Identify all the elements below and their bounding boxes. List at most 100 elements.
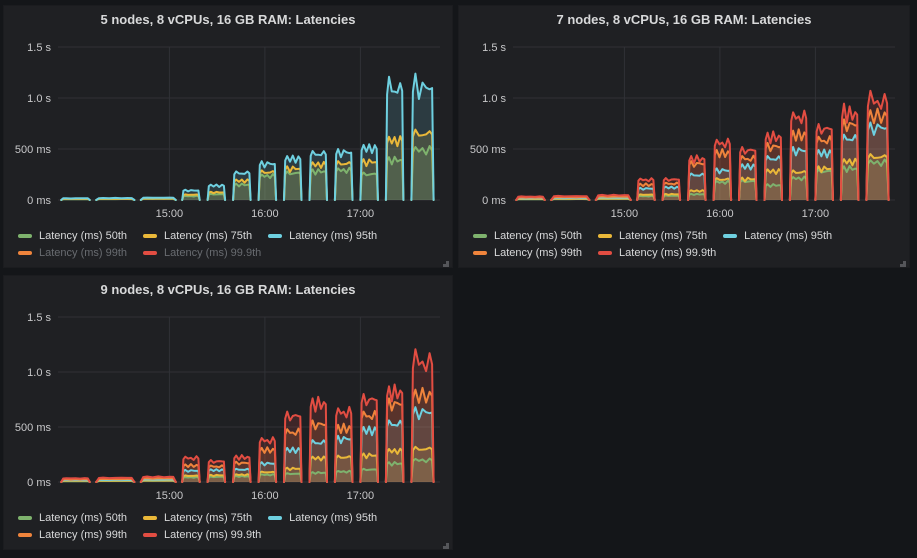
legend-item[interactable]: Latency (ms) 99.9th: [598, 247, 716, 259]
series-line: [384, 135, 405, 201]
panel-title[interactable]: 5 nodes, 8 vCPUs, 16 GB RAM: Latencies: [100, 12, 356, 27]
legend-item[interactable]: Latency (ms) 95th: [268, 512, 377, 524]
legend-item[interactable]: Latency (ms) 75th: [143, 230, 252, 242]
series-line: [139, 477, 177, 483]
series-line: [359, 393, 379, 483]
series-area: [815, 166, 833, 200]
series-line: [359, 467, 379, 483]
panel-title[interactable]: 7 nodes, 8 vCPUs, 16 GB RAM: Latencies: [556, 12, 812, 27]
series-area: [385, 420, 404, 482]
series-area: [840, 103, 859, 200]
series-area: [334, 455, 353, 482]
legend-item[interactable]: Latency (ms) 99th: [18, 247, 127, 259]
x-tick-label: 15:00: [156, 208, 184, 220]
legend-row: Latency (ms) 99th Latency (ms) 99.9th: [18, 526, 452, 543]
legend-label: Latency (ms) 99th: [39, 528, 128, 541]
series-area: [309, 169, 327, 200]
series-line: [384, 383, 405, 483]
series-line: [359, 143, 379, 201]
series-line: [410, 386, 435, 483]
series-area: [739, 180, 757, 200]
series-line: [333, 454, 354, 483]
series-area: [309, 396, 327, 482]
series-area: [284, 473, 302, 482]
series-area: [258, 170, 277, 200]
legend-item[interactable]: Latency (ms) 99.9th: [143, 529, 261, 541]
series-line: [181, 474, 201, 483]
series-area: [284, 171, 302, 200]
series-area: [309, 420, 327, 482]
legend-item[interactable]: Latency (ms) 50th: [18, 512, 127, 524]
y-tick-label: 1.5 s: [27, 42, 51, 54]
series-line: [410, 445, 435, 483]
series-area: [866, 90, 889, 200]
legend-item[interactable]: Latency (ms) 99th: [473, 247, 582, 259]
legend-item[interactable]: Latency (ms) 99th: [18, 529, 127, 541]
series-line: [865, 89, 890, 201]
legend-label: Latency (ms) 99th: [494, 246, 583, 259]
series-area: [411, 407, 434, 482]
series-line: [232, 473, 252, 483]
series-line: [359, 452, 379, 483]
resize-handle-icon[interactable]: [897, 255, 907, 267]
series-line: [359, 171, 379, 201]
legend-item[interactable]: Latency (ms) 99.9th: [143, 247, 261, 259]
series-area: [713, 178, 732, 200]
panel-latencies-5-nodes: 5 nodes, 8 vCPUs, 16 GB RAM: Latencies 0…: [4, 6, 452, 267]
legend-color-swatch: [473, 233, 487, 238]
y-tick-label: 1.0 s: [482, 93, 506, 105]
x-tick-label: 17:00: [347, 208, 375, 220]
latency-chart-7-nodes[interactable]: 0 ms 500 ms 1.0 s 1.5 s 15:00 16:00 17:00: [467, 34, 899, 224]
legend-label: Latency (ms) 95th: [744, 229, 833, 242]
legend-label: Latency (ms) 50th: [39, 229, 128, 242]
legend-item[interactable]: Latency (ms) 50th: [18, 230, 127, 242]
legend-item[interactable]: Latency (ms) 75th: [143, 512, 252, 524]
series-line: [763, 183, 783, 201]
series-area: [764, 131, 782, 200]
series-line: [139, 196, 177, 201]
series-line: [206, 183, 227, 201]
y-tick-label: 500 ms: [15, 422, 52, 434]
series-line: [687, 189, 707, 201]
legend: Latency (ms) 50th Latency (ms) 75th Latenc…: [4, 506, 452, 543]
legend-item[interactable]: Latency (ms) 75th: [598, 230, 707, 242]
resize-handle-icon[interactable]: [440, 537, 450, 549]
series-area: [385, 156, 404, 200]
legend-item[interactable]: Latency (ms) 95th: [268, 230, 377, 242]
series-line: [384, 461, 405, 483]
series-area: [385, 448, 404, 482]
series-line: [283, 466, 303, 483]
series-area: [385, 136, 404, 200]
legend-item[interactable]: Latency (ms) 50th: [473, 230, 582, 242]
series-line: [257, 470, 278, 483]
panel-title[interactable]: 9 nodes, 8 vCPUs, 16 GB RAM: Latencies: [100, 282, 356, 297]
latency-chart-9-nodes[interactable]: 0 ms 500 ms 1.0 s 1.5 s 15:00 16:00 17:00: [12, 304, 444, 506]
series-line: [687, 154, 707, 201]
x-tick-label: 17:00: [802, 208, 830, 220]
series-area: [360, 144, 378, 200]
series-area: [233, 171, 251, 200]
series-line: [594, 195, 632, 201]
x-tick-label: 16:00: [251, 208, 279, 220]
latency-chart-5-nodes[interactable]: 0 ms 500 ms 1.0 s 1.5 s 15:00 16:00 17:00: [12, 34, 444, 224]
legend-color-swatch: [143, 532, 158, 537]
series-area: [789, 110, 808, 200]
series-line: [788, 109, 809, 201]
series-area: [764, 184, 782, 200]
series-line: [636, 193, 656, 201]
resize-handle-icon[interactable]: [440, 255, 450, 267]
series-line: [738, 146, 758, 201]
series-area: [411, 73, 434, 200]
series-area: [789, 176, 808, 200]
y-tick-label: 0 ms: [27, 195, 51, 207]
series-line: [712, 167, 733, 201]
x-tick-label: 16:00: [251, 490, 279, 502]
legend-row: Latency (ms) 99th Latency (ms) 99.9th: [473, 244, 909, 261]
series-line: [206, 459, 227, 483]
series-area: [284, 166, 302, 200]
series-area: [334, 149, 353, 200]
legend-item[interactable]: Latency (ms) 95th: [723, 230, 832, 242]
legend-label: Latency (ms) 99.9th: [619, 246, 717, 259]
series-line: [308, 150, 328, 201]
y-tick-label: 1.0 s: [27, 367, 51, 379]
